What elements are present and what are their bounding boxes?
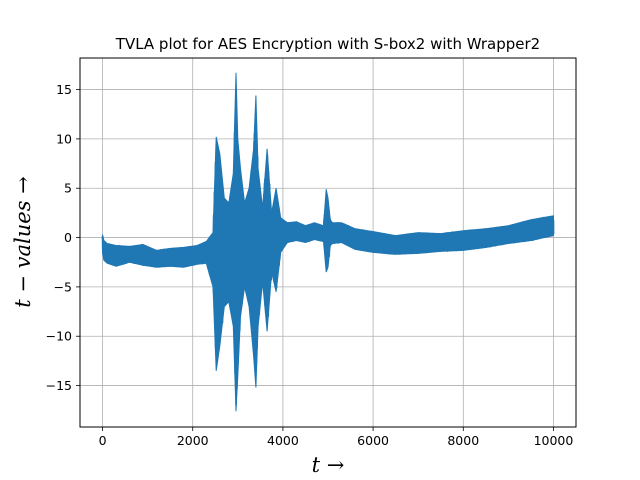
x-tick-label: 8000	[447, 433, 479, 448]
x-tick-label: 2000	[177, 433, 209, 448]
chart-title: TVLA plot for AES Encryption with S-box2…	[115, 35, 540, 53]
y-tick-label: 10	[56, 131, 72, 146]
axis-ticks: 0 2000 4000 6000 8000 10000 −15 −10 −5 0 5 10 15	[46, 82, 574, 448]
x-axis-label: t →	[312, 453, 345, 477]
x-tick-label: 4000	[267, 433, 299, 448]
y-tick-label: −5	[54, 279, 72, 294]
y-tick-label: −10	[46, 329, 72, 344]
x-tick-label: 6000	[357, 433, 389, 448]
series-trace	[101, 113, 555, 406]
y-tick-label: 15	[56, 82, 72, 97]
y-tick-label: −15	[46, 378, 72, 393]
x-tick-label: 0	[99, 433, 107, 448]
x-tick-label: 10000	[534, 433, 574, 448]
y-tick-label: 0	[64, 230, 72, 245]
y-axis-label: t − values →	[11, 176, 35, 308]
plot-series	[101, 72, 555, 412]
y-tick-label: 5	[64, 181, 72, 196]
plot-frame	[79, 57, 577, 428]
